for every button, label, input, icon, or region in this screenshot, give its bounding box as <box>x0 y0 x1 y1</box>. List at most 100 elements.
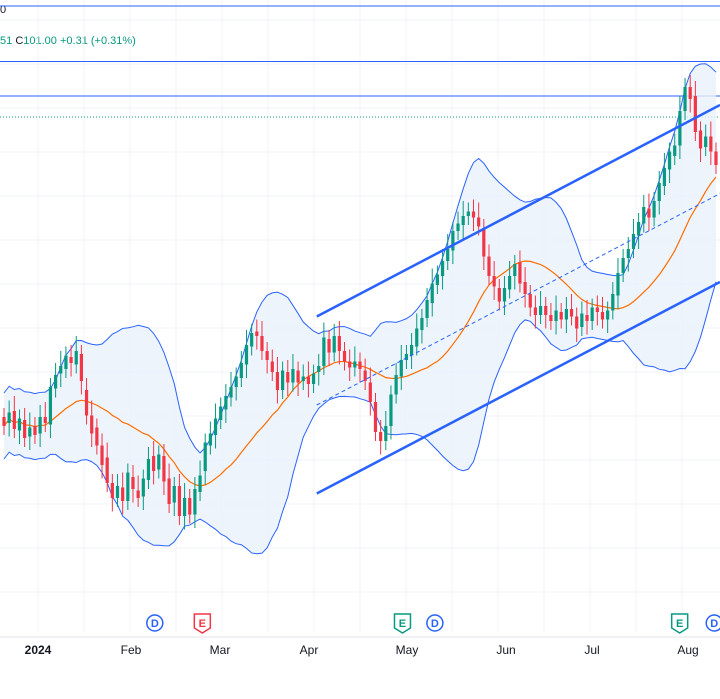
candle-body <box>621 258 625 273</box>
earnings-marker[interactable]: E <box>670 613 689 634</box>
candle-body <box>270 361 274 372</box>
candle <box>508 261 512 299</box>
candle <box>239 351 243 387</box>
candle <box>709 121 713 165</box>
channel-mid-line <box>316 193 720 406</box>
candle-body <box>683 87 687 111</box>
candle <box>714 142 718 174</box>
candle-body <box>301 376 305 381</box>
candle-body <box>167 478 171 504</box>
x-axis-tick-label: May <box>396 643 419 657</box>
candle-body <box>544 306 548 315</box>
x-axis-tick-label: Jun <box>496 643 515 657</box>
candle-body <box>384 426 388 441</box>
candle <box>523 267 527 308</box>
candle-body <box>430 283 434 303</box>
candle <box>348 349 352 381</box>
candle-body <box>652 201 656 218</box>
candle-body <box>667 151 672 170</box>
candle-body <box>141 478 145 497</box>
candle <box>167 463 171 513</box>
candle <box>260 321 264 360</box>
candle <box>399 345 403 390</box>
candle-body <box>502 288 507 302</box>
earnings-marker[interactable]: E <box>193 613 212 634</box>
candle-body <box>311 373 316 384</box>
candle <box>430 268 434 317</box>
candle-body <box>477 217 481 227</box>
candle <box>652 192 656 227</box>
dividend-marker[interactable]: D <box>426 614 444 632</box>
candle <box>90 400 94 447</box>
candle <box>513 255 517 290</box>
candle <box>43 402 47 432</box>
candle <box>487 244 491 285</box>
candle <box>337 321 341 365</box>
candle-body <box>95 427 99 446</box>
change-value: +0.31 <box>59 35 88 47</box>
candle <box>64 346 68 378</box>
candle-body <box>193 489 197 515</box>
candle-body <box>688 87 692 99</box>
candle-body <box>456 223 460 231</box>
candle-body <box>616 273 620 296</box>
candle <box>358 352 362 383</box>
candle <box>317 354 321 386</box>
earnings-marker[interactable]: E <box>393 613 412 634</box>
candle-body <box>100 445 104 465</box>
candle <box>250 324 254 356</box>
candle-body <box>348 361 352 368</box>
candle-body <box>64 355 68 369</box>
candle <box>255 319 259 350</box>
candle <box>53 363 58 398</box>
candle <box>637 213 641 249</box>
candle <box>306 361 311 398</box>
dividend-circle <box>146 614 164 632</box>
candle-body <box>172 486 176 503</box>
candle-body <box>554 310 558 321</box>
candle <box>559 303 563 329</box>
candle <box>373 393 378 441</box>
candle-body <box>239 363 243 378</box>
candle <box>198 460 202 501</box>
candle <box>74 336 78 374</box>
candle-body <box>451 231 455 251</box>
candle <box>642 195 646 233</box>
candle-body <box>110 483 114 498</box>
candle <box>693 81 697 141</box>
candle <box>177 474 182 525</box>
dividend-marker[interactable]: D <box>705 614 720 632</box>
candle <box>569 294 574 326</box>
candle <box>673 133 677 165</box>
candle <box>440 249 445 290</box>
candle-body <box>559 312 563 320</box>
candle <box>456 211 460 240</box>
candle <box>281 361 285 399</box>
candle-body <box>105 457 109 483</box>
candle-body <box>69 357 73 363</box>
candle <box>425 288 429 327</box>
candle <box>213 403 218 449</box>
candle-body <box>322 337 326 366</box>
event-label: E <box>199 618 206 630</box>
candle-body <box>255 331 259 336</box>
candle-body <box>53 375 58 389</box>
candle-body <box>569 309 574 317</box>
candle <box>585 300 589 335</box>
candle <box>394 363 398 404</box>
candle <box>152 441 156 485</box>
candle <box>219 397 223 429</box>
candle-body <box>234 376 238 387</box>
candle <box>110 474 114 512</box>
candle <box>265 342 269 374</box>
x-axis-tick-label: 2024 <box>25 643 52 657</box>
candle <box>606 301 610 333</box>
channel-top-line <box>316 103 720 318</box>
candle <box>136 475 140 507</box>
dividend-marker[interactable]: D <box>146 614 164 632</box>
candle-body <box>564 309 568 320</box>
candle <box>115 474 120 507</box>
candle <box>17 409 22 444</box>
